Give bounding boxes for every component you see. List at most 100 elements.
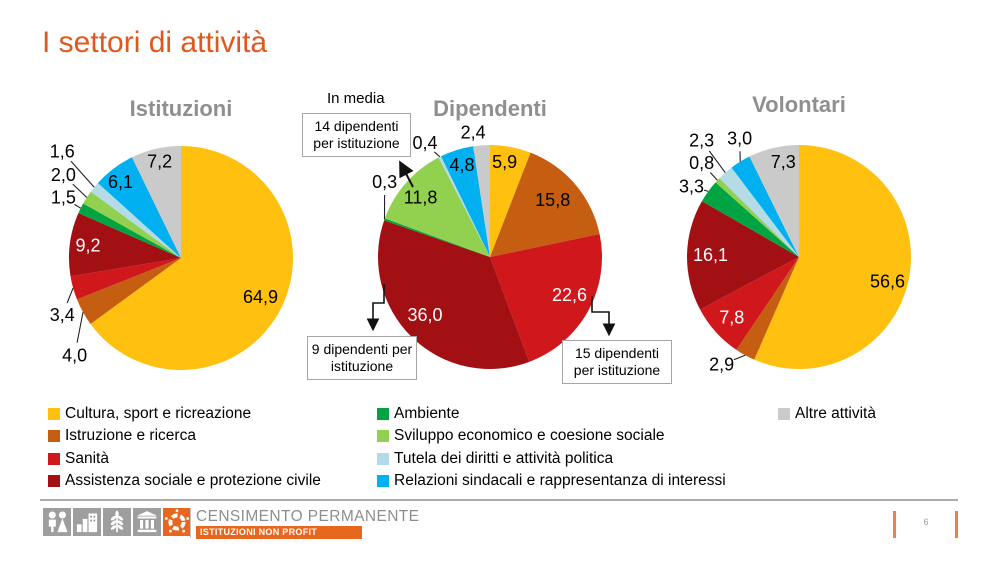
pie-title-volontari: Volontari — [752, 92, 846, 117]
pie-data-label: 3,4 — [50, 305, 75, 325]
pie-slice — [377, 220, 530, 369]
legend-label: Cultura, sport e ricreazione — [65, 405, 252, 422]
pie-chart-volontari: 56,6 2,9 7,8 16,1 3,3 0,8 2,3 3,0 7,3 — [649, 107, 949, 407]
legend-item: Sanità — [48, 450, 321, 472]
institutions-icon — [133, 508, 161, 536]
legend-column-3: Altre attività — [778, 405, 876, 427]
pie-data-label: 0,4 — [412, 133, 437, 153]
legend-label: Istruzione e ricerca — [65, 427, 196, 445]
pie-data-label: 2,4 — [461, 123, 486, 143]
pie-data-label: 36,0 — [407, 305, 442, 325]
pie-slice — [70, 258, 181, 300]
pie-data-label: 3,0 — [727, 128, 752, 148]
label-leader-line — [709, 172, 718, 181]
legend-item: Assistenza sociale e protezione civile — [48, 472, 321, 494]
legend-swatch — [377, 452, 389, 465]
legend-item: Altre attività — [778, 405, 876, 427]
pie-data-label: 0,3 — [372, 172, 397, 192]
legend-label: Ambiente — [394, 405, 460, 422]
pie-chart-istituzioni: 64,9 4,0 3,4 9,2 1,5 2,0 1,6 6,1 7,2 — [31, 108, 331, 408]
pie-slice — [78, 203, 181, 258]
pie-title-istituzioni: Istituzioni — [129, 96, 233, 121]
pie-data-label: 11,8 — [404, 188, 438, 208]
pie-slice — [90, 182, 181, 258]
legend-swatch — [778, 408, 790, 420]
footer-brand-separator — [190, 508, 191, 538]
pie-title-dipendenti: Dipendenti — [433, 96, 547, 121]
pie-data-label: 4,0 — [62, 345, 87, 365]
label-leader-line — [72, 183, 88, 198]
legend-column-1: Cultura, sport e ricreazione Istruzione … — [48, 405, 321, 494]
pie-data-label: 64,9 — [243, 287, 278, 307]
legend-label: Tutela dei diritti e attività politica — [394, 449, 614, 467]
pie-slice — [490, 233, 602, 362]
pie-data-label: 1,6 — [50, 142, 75, 162]
pie-slice — [441, 146, 490, 257]
pie-slice — [132, 146, 181, 258]
pie-data-label: 0,8 — [689, 153, 714, 173]
legend-label: Altre attività — [795, 405, 876, 422]
pie-slice — [490, 152, 600, 257]
pie-data-label: 3,3 — [679, 176, 704, 196]
note-in-media: In media — [327, 90, 385, 107]
pie-data-label: 2,9 — [709, 355, 734, 375]
legend-swatch — [377, 408, 389, 420]
label-leader-line — [76, 312, 84, 343]
pie-slice — [438, 156, 490, 257]
pie-slice — [736, 257, 799, 360]
pie-data-label: 6,1 — [108, 172, 133, 192]
pie-slice — [719, 167, 799, 257]
nonprofit-icon — [163, 508, 191, 536]
legend-item: Tutela dei diritti e attività politica — [377, 450, 726, 472]
label-leader-line — [708, 150, 726, 174]
pie-data-label: 9,2 — [75, 236, 100, 256]
pie-slice — [473, 145, 490, 257]
callout-15-dipendenti: 15 dipendenti per istituzione — [562, 340, 672, 384]
pie-data-label: 15,8 — [535, 190, 570, 210]
pie-slice — [715, 178, 799, 257]
pie-slice — [490, 145, 531, 257]
footer-divider-line — [40, 499, 958, 501]
pie-data-label: 22,6 — [552, 285, 587, 305]
legend-swatch — [48, 430, 60, 443]
label-leader-line — [733, 354, 746, 361]
pie-data-label: 7,3 — [771, 152, 796, 172]
legend-label: Relazioni sindacali e rappresentanza di … — [394, 471, 726, 489]
pie-slice — [700, 257, 799, 350]
legend-item: Relazioni sindacali e rappresentanza di … — [377, 472, 726, 494]
pie-data-label: 1,5 — [51, 188, 76, 208]
agriculture-icon — [103, 508, 131, 536]
pie-slice — [687, 201, 799, 310]
label-leader-line — [434, 151, 441, 158]
label-leader-line — [703, 189, 709, 192]
pie-data-label: 2,3 — [689, 131, 714, 151]
pie-slice — [83, 191, 181, 258]
pie-slice — [731, 156, 799, 257]
page-title: I settori di attività — [42, 26, 268, 59]
pie-slice — [76, 258, 181, 325]
pie-data-label: 4,8 — [449, 155, 474, 175]
label-leader-line — [70, 160, 95, 188]
pie-chart-dipendenti: 5,9 15,8 22,6 36,0 0,3 11,8 0,4 4,8 2,4 — [340, 107, 640, 407]
legend-item: Sviluppo economico e coesione sociale — [377, 427, 726, 449]
page-number-left-bar — [893, 511, 896, 538]
legend-item: Istruzione e ricerca — [48, 427, 321, 449]
legend-label: Sanità — [65, 449, 109, 467]
pie-data-label: 7,2 — [147, 152, 172, 172]
callout-9-dipendenti: 9 dipendenti per istituzione — [307, 336, 417, 380]
legend-swatch — [48, 452, 60, 465]
pie-data-label: 2,0 — [51, 165, 76, 185]
legend-swatch — [377, 474, 389, 487]
legend-swatch — [48, 408, 60, 420]
pie-data-label: 7,8 — [719, 308, 744, 328]
pie-data-label: 56,6 — [870, 272, 905, 292]
pie-data-label: 5,9 — [492, 152, 517, 172]
footer-logo-icons — [43, 508, 191, 536]
legend-label: Sviluppo economico e coesione sociale — [394, 427, 665, 445]
population-icon — [43, 508, 71, 536]
pie-slice — [754, 145, 911, 369]
pie-slice — [384, 218, 490, 257]
page-number-right-bar — [955, 511, 958, 538]
pie-data-label: 16,1 — [693, 245, 728, 265]
legend-item: Ambiente — [377, 405, 726, 427]
